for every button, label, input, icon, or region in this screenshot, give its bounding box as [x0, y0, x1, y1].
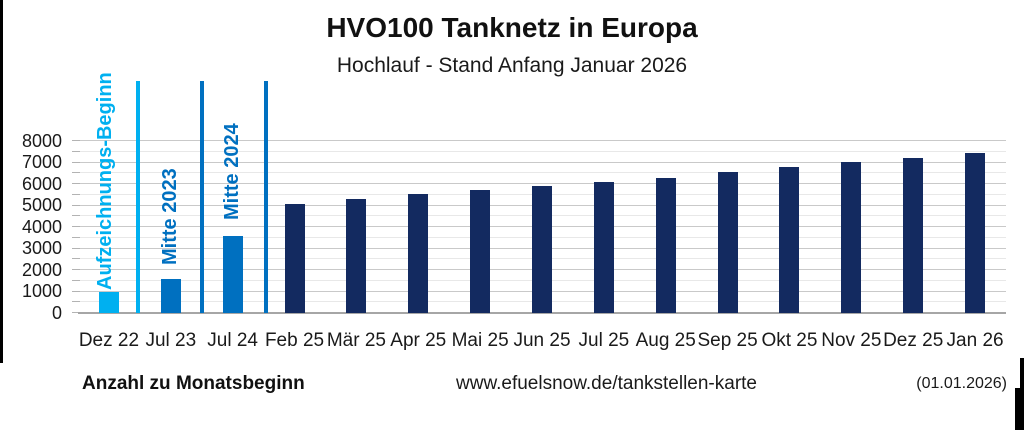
x-label: Jan 26: [946, 330, 1004, 351]
y-tick: [72, 204, 80, 206]
axis-caption: Anzahl zu Monatsbeginn: [82, 373, 305, 394]
bar-okt-25: [779, 167, 800, 313]
plot-area: [72, 81, 1006, 314]
y-tick: [72, 150, 80, 152]
x-label: Aug 25: [635, 330, 696, 351]
y-label: 7000: [21, 152, 62, 172]
x-label: Dez 22: [78, 330, 140, 351]
bar-mai-25: [470, 190, 491, 313]
y-label: 5000: [21, 195, 62, 215]
x-label: Jul 23: [145, 330, 197, 351]
bar-feb-25: [284, 204, 305, 313]
y-tick: [72, 312, 80, 313]
y-tick: [72, 215, 80, 217]
chart-title: HVO100 Tanknetz in Europa: [326, 12, 698, 43]
y-tick: [72, 301, 80, 303]
date-stamp: (01.01.2026): [916, 375, 1007, 392]
annotation-line: [200, 81, 204, 313]
gridline: [78, 140, 1006, 141]
annotation-label: Mitte 2024: [221, 123, 243, 220]
y-label: 1000: [21, 281, 62, 301]
y-tick: [72, 269, 80, 270]
gridline: [78, 172, 1006, 174]
y-label: 2000: [21, 259, 62, 280]
bar-mär-25: [346, 199, 367, 313]
y-tick: [72, 161, 80, 163]
bar-apr-25: [408, 193, 429, 313]
gridline: [78, 183, 1006, 184]
x-label: Apr 25: [390, 330, 447, 351]
bar-dez-22: [98, 291, 119, 313]
gridline: [78, 161, 1006, 163]
x-label: Mär 25: [326, 330, 386, 351]
gridline: [78, 150, 1006, 152]
y-tick: [72, 258, 80, 260]
x-label: Sep 25: [697, 330, 758, 351]
bar-jan-26: [965, 153, 986, 313]
bar-aug-25: [655, 177, 676, 313]
y-tick: [72, 172, 80, 174]
y-label: 6000: [21, 173, 62, 194]
y-tick: [72, 226, 80, 227]
x-label: Jul 25: [578, 330, 630, 351]
x-label: Jul 24: [207, 330, 258, 351]
annotation-line: [136, 81, 140, 313]
bar-nov-25: [841, 162, 862, 313]
y-label: 0: [51, 302, 62, 323]
x-label: Jun 25: [513, 330, 571, 351]
y-tick: [72, 183, 80, 184]
bar-jul-23: [160, 279, 181, 313]
bar-sep-25: [717, 171, 738, 313]
bar-jun-25: [532, 186, 552, 313]
x-label: Dez 25: [883, 330, 944, 351]
x-label: Okt 25: [761, 330, 818, 351]
x-label: Nov 25: [821, 330, 882, 351]
y-label: 3000: [21, 238, 62, 258]
y-tick: [72, 247, 80, 249]
y-tick: [72, 290, 80, 292]
y-label: 4000: [21, 216, 62, 237]
annotation-label: Aufzeichnungs-Beginn: [94, 72, 116, 290]
bar-dez-25: [903, 158, 924, 313]
annotation-line: [264, 81, 268, 313]
x-label: Feb 25: [264, 330, 325, 351]
corner-mark: [1015, 388, 1024, 430]
y-tick: [72, 279, 80, 281]
bar-jul-24: [222, 236, 243, 313]
website-text: www.efuelsnow.de/tankstellen-karte: [456, 373, 757, 394]
left-edge-mark: [0, 0, 3, 363]
y-label: 8000: [21, 130, 62, 151]
chart-subtitle: Hochlauf - Stand Anfang Januar 2026: [336, 54, 688, 77]
bar-jul-25: [593, 182, 614, 313]
x-label: Mai 25: [451, 330, 509, 351]
y-tick: [72, 140, 80, 141]
x-axis-line: [78, 312, 1006, 314]
annotation-label: Mitte 2023: [159, 168, 181, 265]
y-tick: [72, 193, 80, 195]
y-tick: [72, 236, 80, 238]
